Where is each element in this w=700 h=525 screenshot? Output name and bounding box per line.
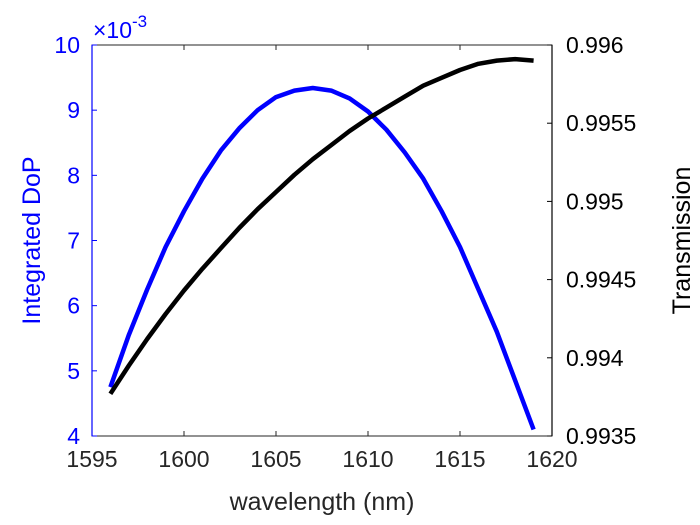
series-line-right — [108, 56, 534, 396]
y-left-tick-label: 5 — [67, 358, 80, 384]
x-axis-label: wavelength (nm) — [229, 488, 415, 516]
y-left-tick-label: 6 — [67, 293, 80, 319]
y-left-tick-label: 4 — [67, 423, 80, 449]
exponent-power: -3 — [132, 12, 147, 31]
y-right-axis-label: Transmission — [668, 167, 696, 315]
series-line-left — [108, 85, 536, 431]
labels-layer: wavelength (nm) Integrated DoP Transmiss… — [18, 12, 696, 516]
y-right-tick-label: 0.994 — [566, 345, 624, 371]
y-left-axis-label: Integrated DoP — [18, 156, 46, 324]
y-left-exponent-label: ×10-3 — [93, 12, 147, 43]
y-right-tick-label: 0.995 — [566, 188, 624, 214]
exponent-base: ×10 — [93, 17, 132, 43]
axes-layer: 1595 1600 1605 1610 1615 1620 4 5 6 7 8 9 10 0.9935 0.… — [54, 32, 636, 472]
y-left-tick-label: 8 — [67, 162, 80, 188]
y-left-tick-label: 7 — [67, 228, 80, 254]
y-right-tick-label: 0.9955 — [566, 110, 636, 136]
y-right-tick-label: 0.9935 — [566, 423, 636, 449]
x-tick-label: 1600 — [158, 446, 209, 472]
x-tick-label: 1610 — [342, 446, 393, 472]
plot-area — [91, 44, 553, 437]
y-right-tick-label: 0.9945 — [566, 267, 636, 293]
x-tick-label: 1605 — [250, 446, 301, 472]
x-tick-label: 1620 — [526, 446, 577, 472]
series-layer — [108, 56, 536, 431]
y-left-tick-label: 9 — [67, 97, 80, 123]
y-right-tick-label: 0.996 — [566, 32, 624, 58]
x-tick-label: 1595 — [66, 446, 117, 472]
y-left-tick-label: 10 — [54, 32, 80, 58]
x-tick-label: 1615 — [434, 446, 485, 472]
